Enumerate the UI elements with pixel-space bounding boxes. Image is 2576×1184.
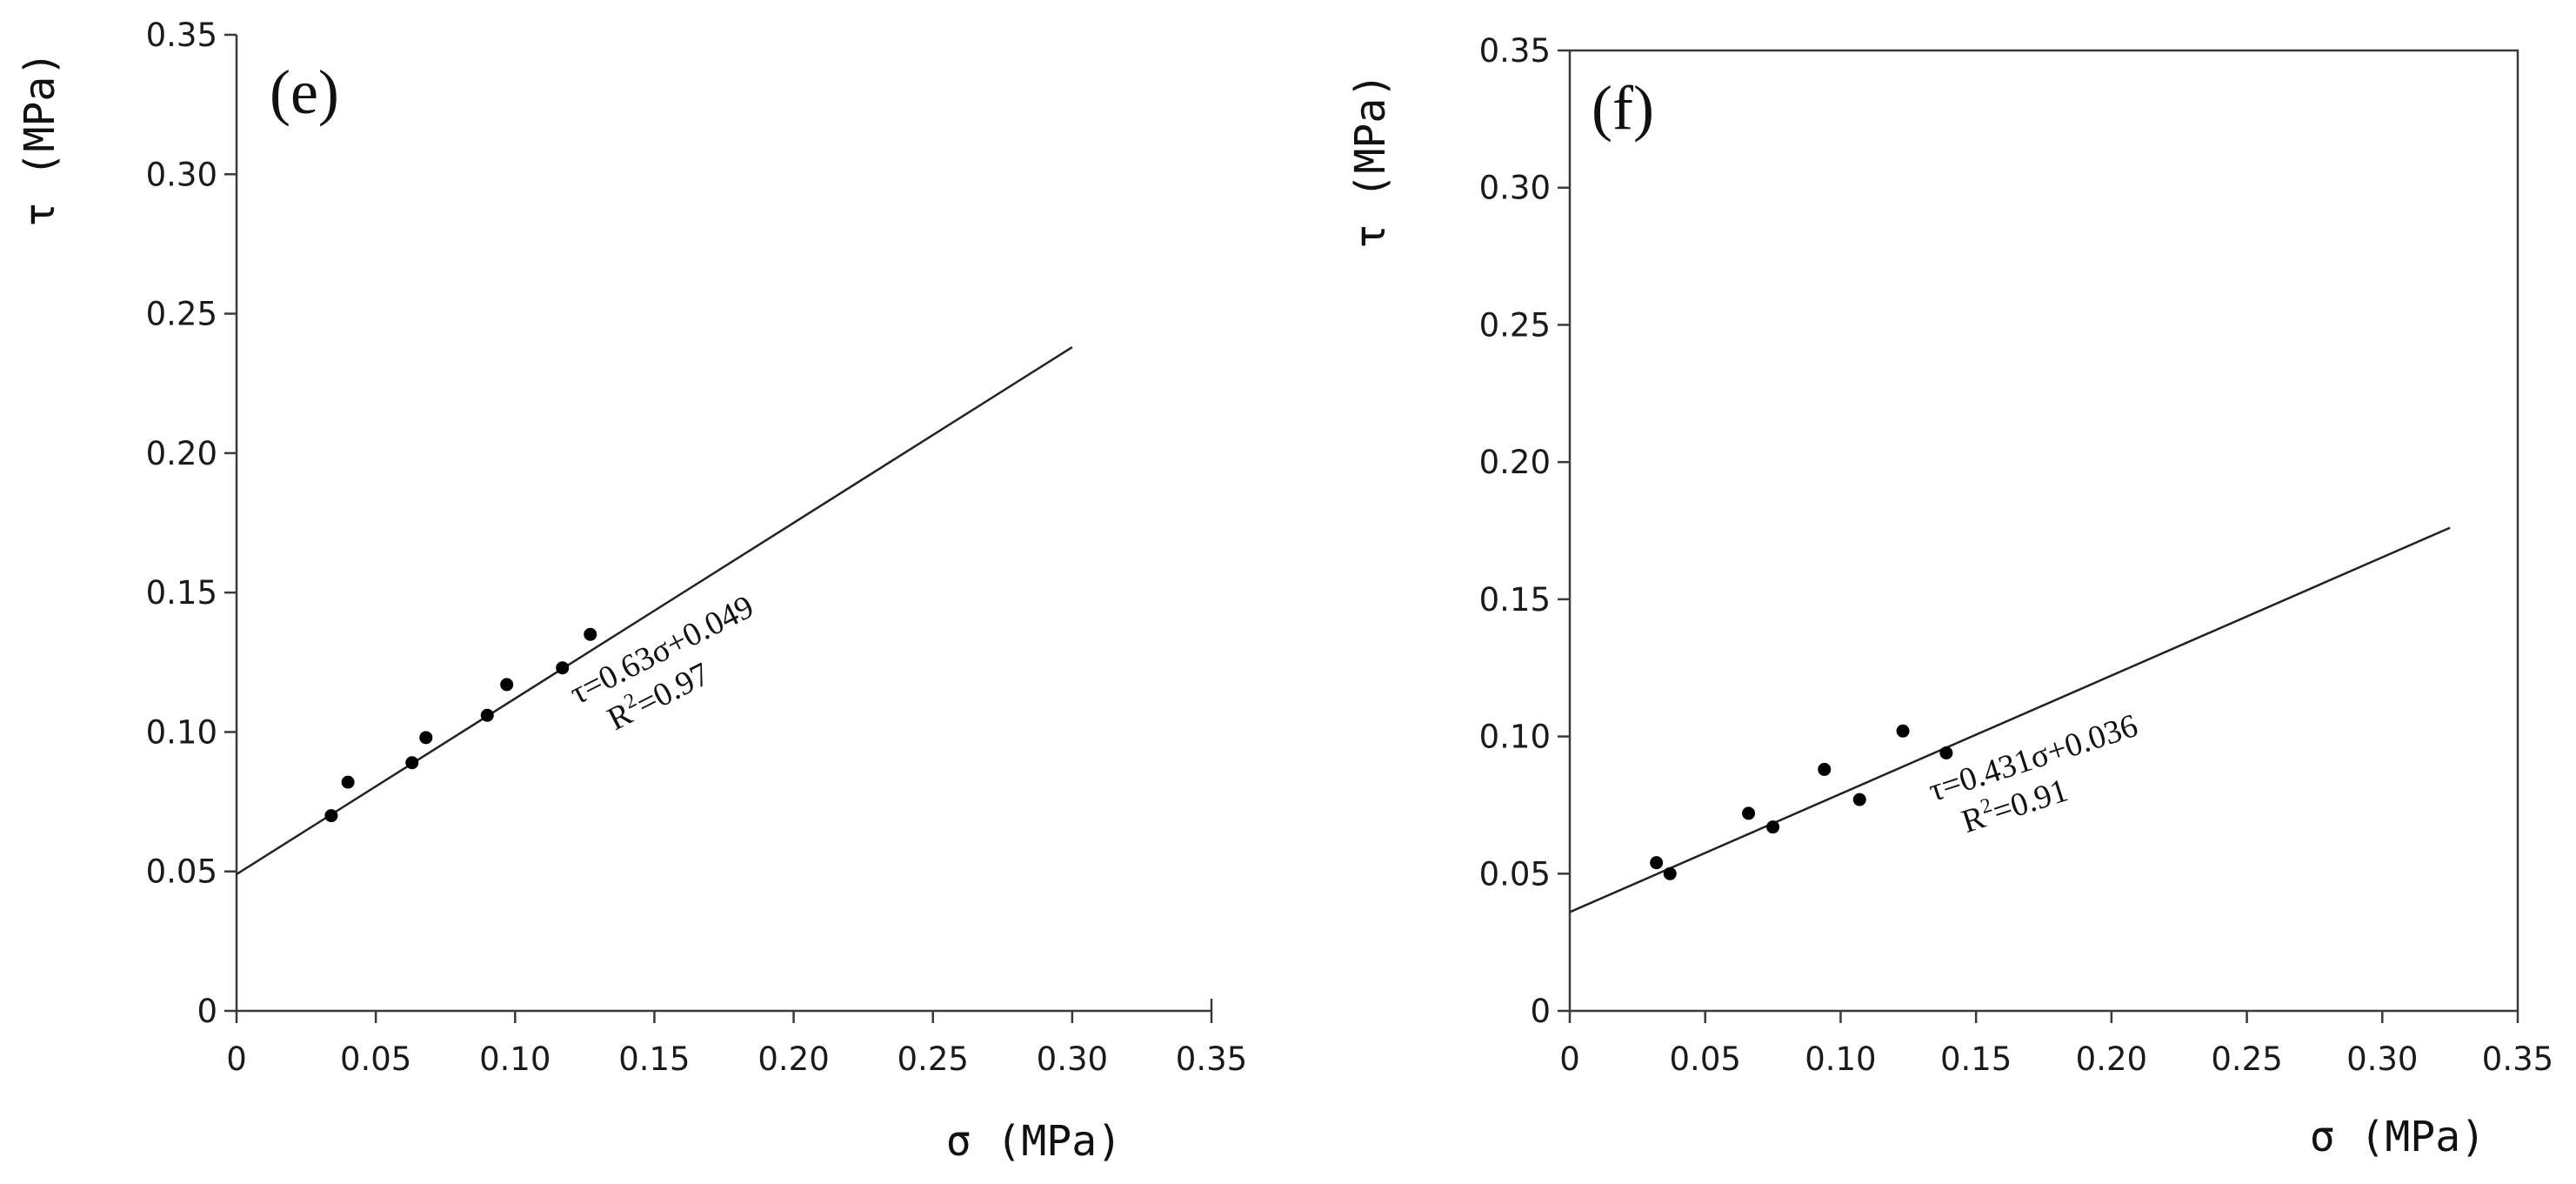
y-tick-label: 0	[197, 993, 217, 1030]
data-point	[405, 756, 419, 770]
y-tick-label: 0.05	[146, 853, 217, 891]
y-tick-label: 0.35	[1479, 32, 1551, 70]
y-tick-label: 0.30	[146, 156, 217, 193]
x-tick-label: 0.30	[1037, 1040, 1108, 1078]
data-point	[584, 627, 597, 641]
data-point	[1663, 866, 1677, 880]
data-point	[324, 809, 338, 823]
data-point	[1896, 724, 1910, 738]
y-axis-label: τ (MPa)	[16, 51, 64, 227]
y-tick-label: 0.25	[146, 296, 217, 333]
data-point	[419, 731, 433, 745]
x-tick-label: 0.35	[1176, 1040, 1247, 1078]
x-tick-label: 0.10	[479, 1040, 551, 1078]
y-axis-label: τ (MPa)	[1346, 73, 1395, 249]
x-tick-label: 0	[1559, 1040, 1580, 1078]
y-tick-label: 0	[1530, 993, 1551, 1030]
x-tick-label: 0.25	[2211, 1040, 2282, 1078]
y-tick-label: 0.20	[1479, 444, 1551, 481]
x-tick-label: 0.30	[2346, 1040, 2418, 1078]
x-tick-label: 0.35	[2482, 1040, 2553, 1078]
data-point	[1766, 820, 1780, 834]
x-tick-label: 0.25	[898, 1040, 969, 1078]
y-tick-label: 0.15	[1479, 581, 1551, 619]
x-tick-label: 0.15	[1940, 1040, 2012, 1078]
data-point	[1742, 806, 1756, 820]
data-point	[1852, 793, 1866, 806]
data-point	[1650, 856, 1664, 870]
panel-f: 0 0.05 0.10 0.15 0.20 0.25 0.30 0.35 0 0.05 0.10 0.…	[1346, 32, 2553, 1161]
panel-e: 0 0.05 0.10 0.15 0.20 0.25 0.30 0.35 0 0.05 0.10 0.…	[16, 17, 1247, 1166]
y-tick-label: 0.05	[1479, 855, 1551, 893]
plot-frame	[1568, 49, 2519, 1013]
x-tick-label: 0.05	[1670, 1040, 1741, 1078]
y-tick-label: 0.15	[146, 574, 217, 612]
y-tick-label: 0.20	[146, 435, 217, 472]
x-tick-label: 0	[226, 1040, 247, 1078]
x-axis-label: σ (MPa)	[946, 1117, 1122, 1166]
data-point	[480, 708, 494, 722]
data-point	[1818, 762, 1832, 776]
y-tick-label: 0.10	[1479, 719, 1551, 756]
x-tick-label: 0.20	[757, 1040, 829, 1078]
data-point	[1939, 746, 1953, 759]
x-tick-label: 0.20	[2076, 1040, 2147, 1078]
data-point	[556, 661, 570, 675]
y-tick-label: 0.25	[1479, 306, 1551, 344]
y-tick-label: 0.30	[1479, 170, 1551, 207]
panel-label: (f)	[1592, 73, 1654, 143]
panel-label: (e)	[270, 57, 339, 127]
y-tick-label: 0.10	[146, 713, 217, 751]
fit-line	[236, 345, 1073, 875]
data-point	[500, 678, 514, 692]
x-tick-label: 0.15	[618, 1040, 690, 1078]
fit-line	[1569, 526, 2451, 913]
x-tick-label: 0.05	[340, 1040, 411, 1078]
data-point	[341, 775, 355, 789]
y-tick-label: 0.35	[146, 17, 217, 54]
x-axis-label: σ (MPa)	[2310, 1113, 2486, 1161]
x-tick-label: 0.10	[1805, 1040, 1876, 1078]
